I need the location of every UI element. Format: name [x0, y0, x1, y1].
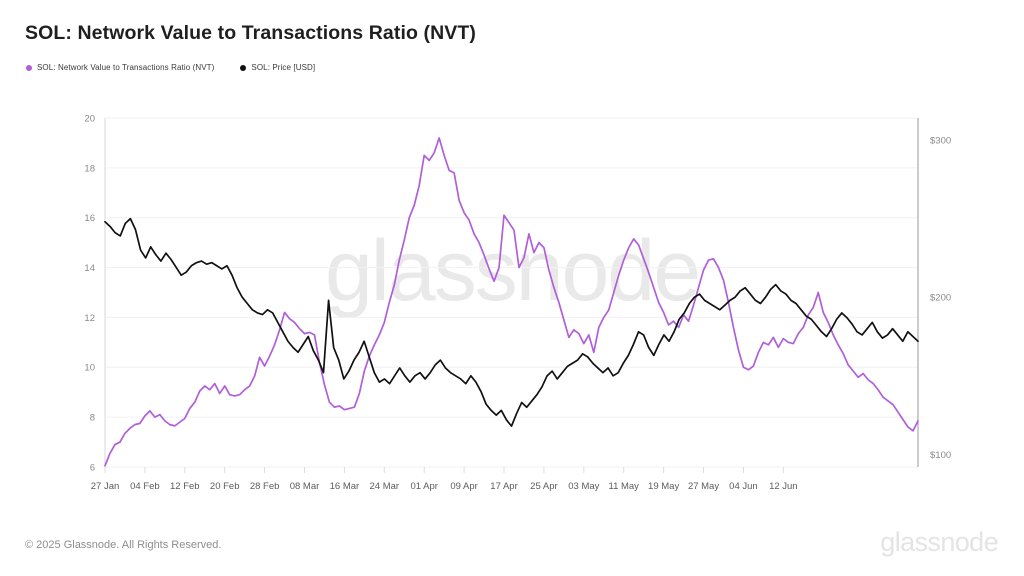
- right-axis-tick-label: $200: [930, 293, 951, 304]
- left-axis-tick-label: 8: [90, 413, 95, 424]
- x-tick-label: 12 Jun: [769, 481, 798, 492]
- page-title: SOL: Network Value to Transactions Ratio…: [25, 22, 477, 44]
- x-tick-label: 19 May: [648, 481, 679, 492]
- legend-item-nvt[interactable]: SOL: Network Value to Transactions Ratio…: [26, 63, 214, 72]
- legend-color-swatch-nvt: [26, 64, 32, 71]
- legend-label-price: SOL: Price [USD]: [251, 63, 316, 72]
- left-axis-tick-label: 12: [84, 313, 95, 324]
- x-tick-label: 27 Jan: [91, 481, 120, 492]
- x-tick-label: 16 Mar: [330, 481, 360, 492]
- legend-item-price[interactable]: SOL: Price [USD]: [240, 63, 315, 72]
- chart-legend: SOL: Network Value to Transactions Ratio…: [26, 63, 315, 72]
- left-axis-tick-label: 10: [84, 363, 95, 374]
- x-tick-label: 01 Apr: [410, 481, 437, 492]
- x-tick-label: 03 May: [568, 481, 599, 492]
- series-line-nvt: [104, 137, 919, 467]
- series-line-price: [104, 217, 919, 427]
- x-tick-label: 09 Apr: [450, 481, 477, 492]
- left-axis-tick-label: 6: [90, 462, 95, 473]
- x-tick-label: 04 Jun: [729, 481, 758, 492]
- x-tick-label: 17 Apr: [490, 481, 517, 492]
- footer-logo: glassnode: [880, 527, 998, 557]
- footer-copyright: © 2025 Glassnode. All Rights Reserved.: [25, 539, 222, 551]
- left-axis-tick-label: 14: [84, 263, 95, 274]
- left-axis-tick-label: 18: [84, 163, 95, 174]
- x-tick-label: 24 Mar: [370, 481, 400, 492]
- right-axis-tick-label: $100: [930, 450, 951, 461]
- x-tick-label: 08 Mar: [290, 481, 320, 492]
- legend-color-swatch-price: [240, 64, 247, 71]
- x-tick-label: 28 Feb: [250, 481, 280, 492]
- legend-label-nvt: SOL: Network Value to Transactions Ratio…: [37, 63, 215, 72]
- right-axis-tick-label: $300: [930, 135, 951, 146]
- x-tick-label: 20 Feb: [210, 481, 240, 492]
- x-tick-label: 25 Apr: [530, 481, 557, 492]
- left-axis-tick-label: 20: [84, 113, 95, 124]
- x-tick-label: 27 May: [688, 481, 719, 492]
- x-tick-label: 12 Feb: [170, 481, 200, 492]
- x-tick-label: 04 Feb: [130, 481, 160, 492]
- x-tick-label: 11 May: [608, 481, 639, 492]
- left-axis-tick-label: 16: [84, 213, 95, 224]
